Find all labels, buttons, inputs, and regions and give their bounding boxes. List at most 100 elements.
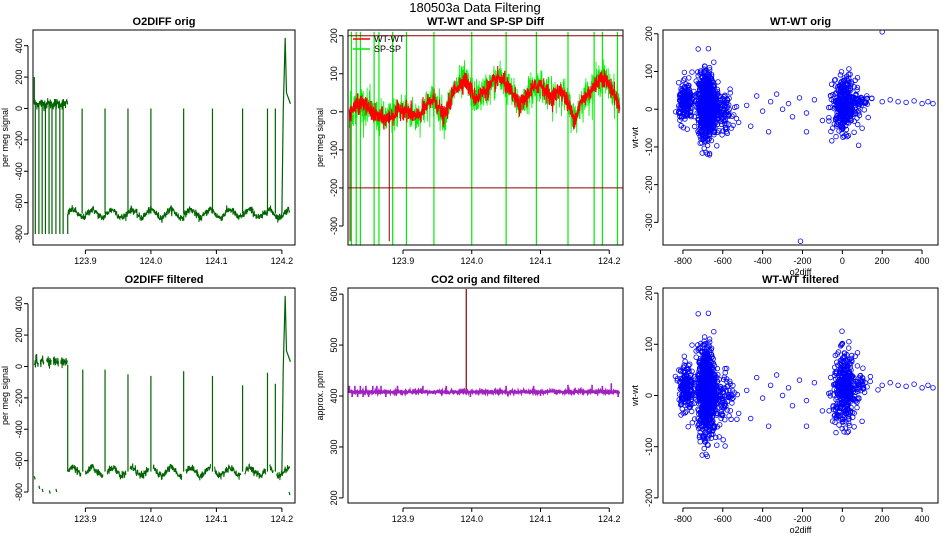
scatter-point [721, 109, 727, 116]
panel-title: WT-WT orig [770, 16, 831, 28]
scatter-point [672, 373, 679, 380]
scatter-point [860, 378, 866, 384]
o2diff-line [67, 204, 291, 223]
plot-frame [662, 29, 939, 246]
scatter-point [846, 380, 852, 387]
scatter-point [706, 336, 713, 342]
scatter-point [859, 418, 865, 424]
scatter-point [779, 106, 786, 112]
scatter-point [682, 83, 688, 90]
o2diff-line [33, 97, 69, 112]
spsp-line [349, 59, 620, 140]
scatter-point [846, 339, 852, 345]
x-tick-label: -400 [754, 256, 772, 266]
scatter-point [701, 417, 708, 423]
scatter-point [716, 93, 722, 99]
scatter-point [682, 358, 688, 365]
scatter-point [716, 112, 722, 119]
scatter-point [836, 379, 842, 385]
y-tick-label: 200 [329, 28, 339, 43]
scatter-point [834, 383, 840, 389]
scatter-point [845, 78, 852, 84]
scatter-point [845, 89, 851, 96]
scatter-point [708, 73, 715, 79]
scatter-point [701, 407, 708, 414]
scatter-point [836, 83, 842, 89]
scatter-point [838, 78, 845, 85]
scatter-point [834, 389, 840, 395]
scatter-point [836, 98, 842, 105]
y-tick-label: 400 [14, 296, 24, 311]
scatter-point [851, 385, 858, 392]
scatter-point [854, 87, 860, 93]
co2-filtered-line [348, 386, 621, 398]
x-tick-label: -600 [714, 256, 732, 266]
scatter-point [851, 374, 857, 381]
scatter-point [846, 356, 853, 362]
scatter-point [721, 376, 727, 383]
scatter-point [854, 395, 860, 402]
scatter-point [841, 429, 847, 435]
plot-frame [662, 287, 939, 504]
scatter-point [843, 419, 849, 425]
scatter-point [729, 400, 735, 406]
scatter-point [736, 119, 742, 126]
y-tick-label: -200 [14, 389, 24, 407]
scatter-point [734, 416, 740, 422]
scatter-point [703, 69, 709, 76]
y-axis-label: per meg signal [0, 366, 10, 425]
scatter-point [851, 397, 857, 403]
o2diff-line [244, 463, 266, 479]
scatter-point [754, 374, 760, 381]
x-tick-label: -200 [793, 256, 811, 266]
y-axis-label: wt-wt [630, 385, 640, 407]
scatter-point [699, 140, 705, 146]
scatter-point [867, 373, 874, 380]
scatter-point [925, 98, 931, 105]
scatter-point [861, 107, 867, 113]
scatter-point [852, 386, 858, 393]
scatter-point [846, 66, 852, 72]
y-axis-label: approx. ppm [315, 370, 325, 420]
scatter-point [930, 100, 936, 107]
scatter-point [841, 350, 847, 356]
series-group [33, 295, 291, 496]
scatter-point [691, 123, 698, 130]
scatter-point [701, 385, 707, 391]
scatter-point [702, 85, 708, 91]
scatter-point [726, 391, 732, 398]
scatter-point [698, 395, 704, 401]
scatter-point [827, 390, 834, 396]
scatter-point [726, 95, 732, 102]
o2diff-line [52, 356, 59, 367]
scatter-point [697, 69, 704, 75]
y-tick-label: 300 [329, 439, 339, 454]
y-tick-label: 0 [644, 393, 654, 398]
scatter-point [845, 428, 852, 435]
scatter-point [839, 341, 845, 347]
scatter-point [722, 365, 728, 372]
scatter-point [697, 439, 703, 445]
o2diff-line [276, 465, 291, 481]
scatter-point [705, 442, 711, 448]
y-tick-label: -200 [329, 179, 339, 197]
scatter-point [850, 98, 856, 104]
scatter-point [678, 412, 684, 418]
scatter-point [679, 102, 685, 109]
scatter-point [711, 131, 717, 138]
scatter-point [855, 142, 862, 148]
scatter-point [842, 425, 849, 431]
scatter-point [835, 349, 842, 355]
scatter-point [704, 361, 710, 367]
scatter-point [727, 86, 733, 92]
o2diff-line [33, 353, 39, 368]
scatter-point [895, 98, 901, 105]
scatter-point [705, 120, 711, 126]
scatter-point [720, 437, 726, 443]
scatter-point [710, 115, 716, 122]
scatter-point [724, 383, 730, 390]
scatter-point [688, 93, 694, 99]
plot-frame [32, 287, 296, 504]
scatter-point [697, 101, 703, 108]
